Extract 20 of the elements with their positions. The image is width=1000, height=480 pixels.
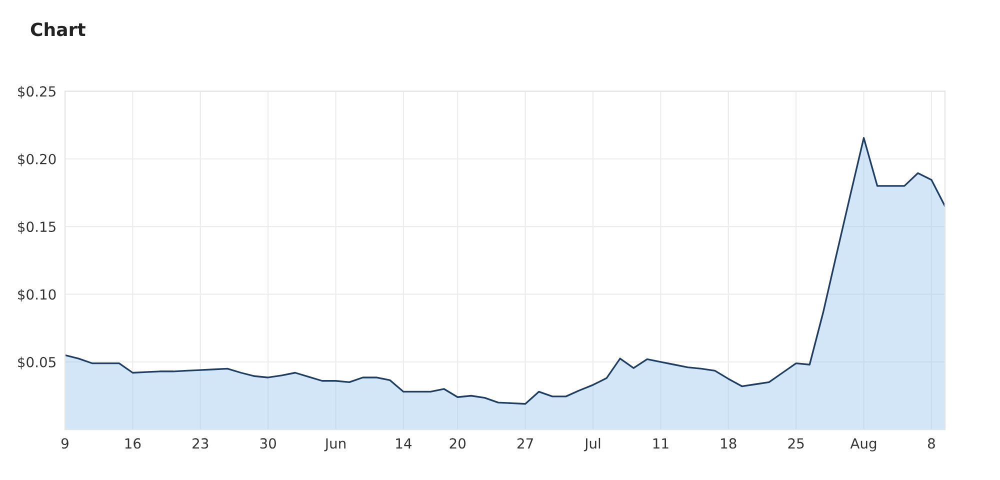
x-tick-label: 8 — [928, 438, 935, 449]
x-tick-label: 25 — [788, 438, 804, 449]
chart-title: Chart — [30, 22, 86, 36]
x-tick-label: 9 — [61, 438, 68, 449]
x-tick-label: Jul — [584, 438, 600, 452]
y-tick-label: $0.15 — [18, 221, 56, 234]
x-tick-label: 11 — [653, 438, 668, 448]
y-tick-label: $0.25 — [18, 86, 56, 99]
x-tick-label: 27 — [517, 438, 533, 448]
x-tick-label: 18 — [721, 438, 736, 449]
y-tick-label: $0.05 — [18, 356, 56, 370]
x-tick-label: 20 — [450, 438, 466, 449]
x-tick-label: 30 — [260, 438, 276, 449]
x-tick-label: Aug — [850, 438, 876, 452]
x-tick-label: Jun — [324, 438, 346, 452]
x-tick-label: 14 — [396, 438, 412, 448]
y-tick-label: $0.20 — [18, 154, 56, 166]
x-tick-label: 16 — [125, 438, 141, 449]
x-tick-label: 23 — [192, 438, 208, 449]
y-tick-label: $0.10 — [18, 288, 56, 302]
